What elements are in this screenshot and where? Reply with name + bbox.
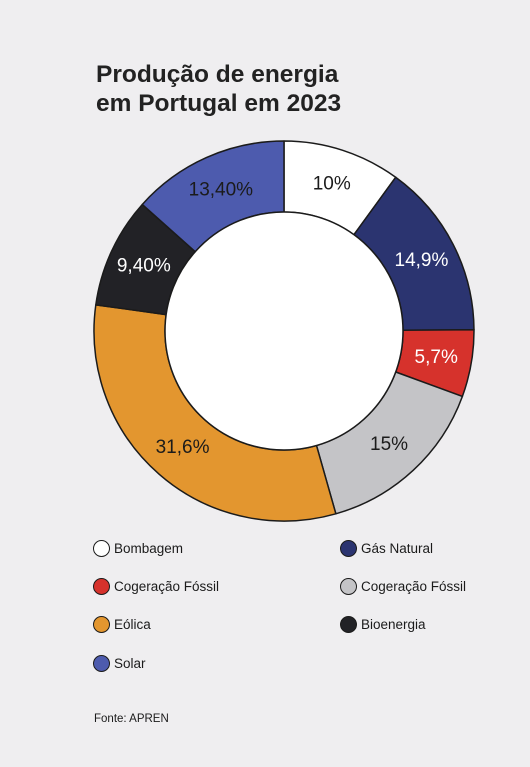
slice-label-6: 13,40% [189, 179, 254, 200]
chart-title-line-2: em Portugal em 2023 [96, 90, 342, 117]
chart-title: Produção de energia em Portugal em 2023 [96, 60, 341, 118]
slice-label-3: 15% [370, 434, 408, 455]
slice-label-2: 5,7% [415, 347, 458, 368]
slice-label-0: 10% [313, 174, 351, 195]
slice-label-1: 14,9% [395, 250, 449, 271]
slice-label-4: 31,6% [156, 437, 210, 458]
chart-title-line-1: Produção de energia [96, 61, 339, 88]
source-note: Fonte: APREN [94, 713, 169, 725]
donut-hole [164, 211, 404, 451]
slice-label-5: 9,40% [117, 256, 171, 277]
